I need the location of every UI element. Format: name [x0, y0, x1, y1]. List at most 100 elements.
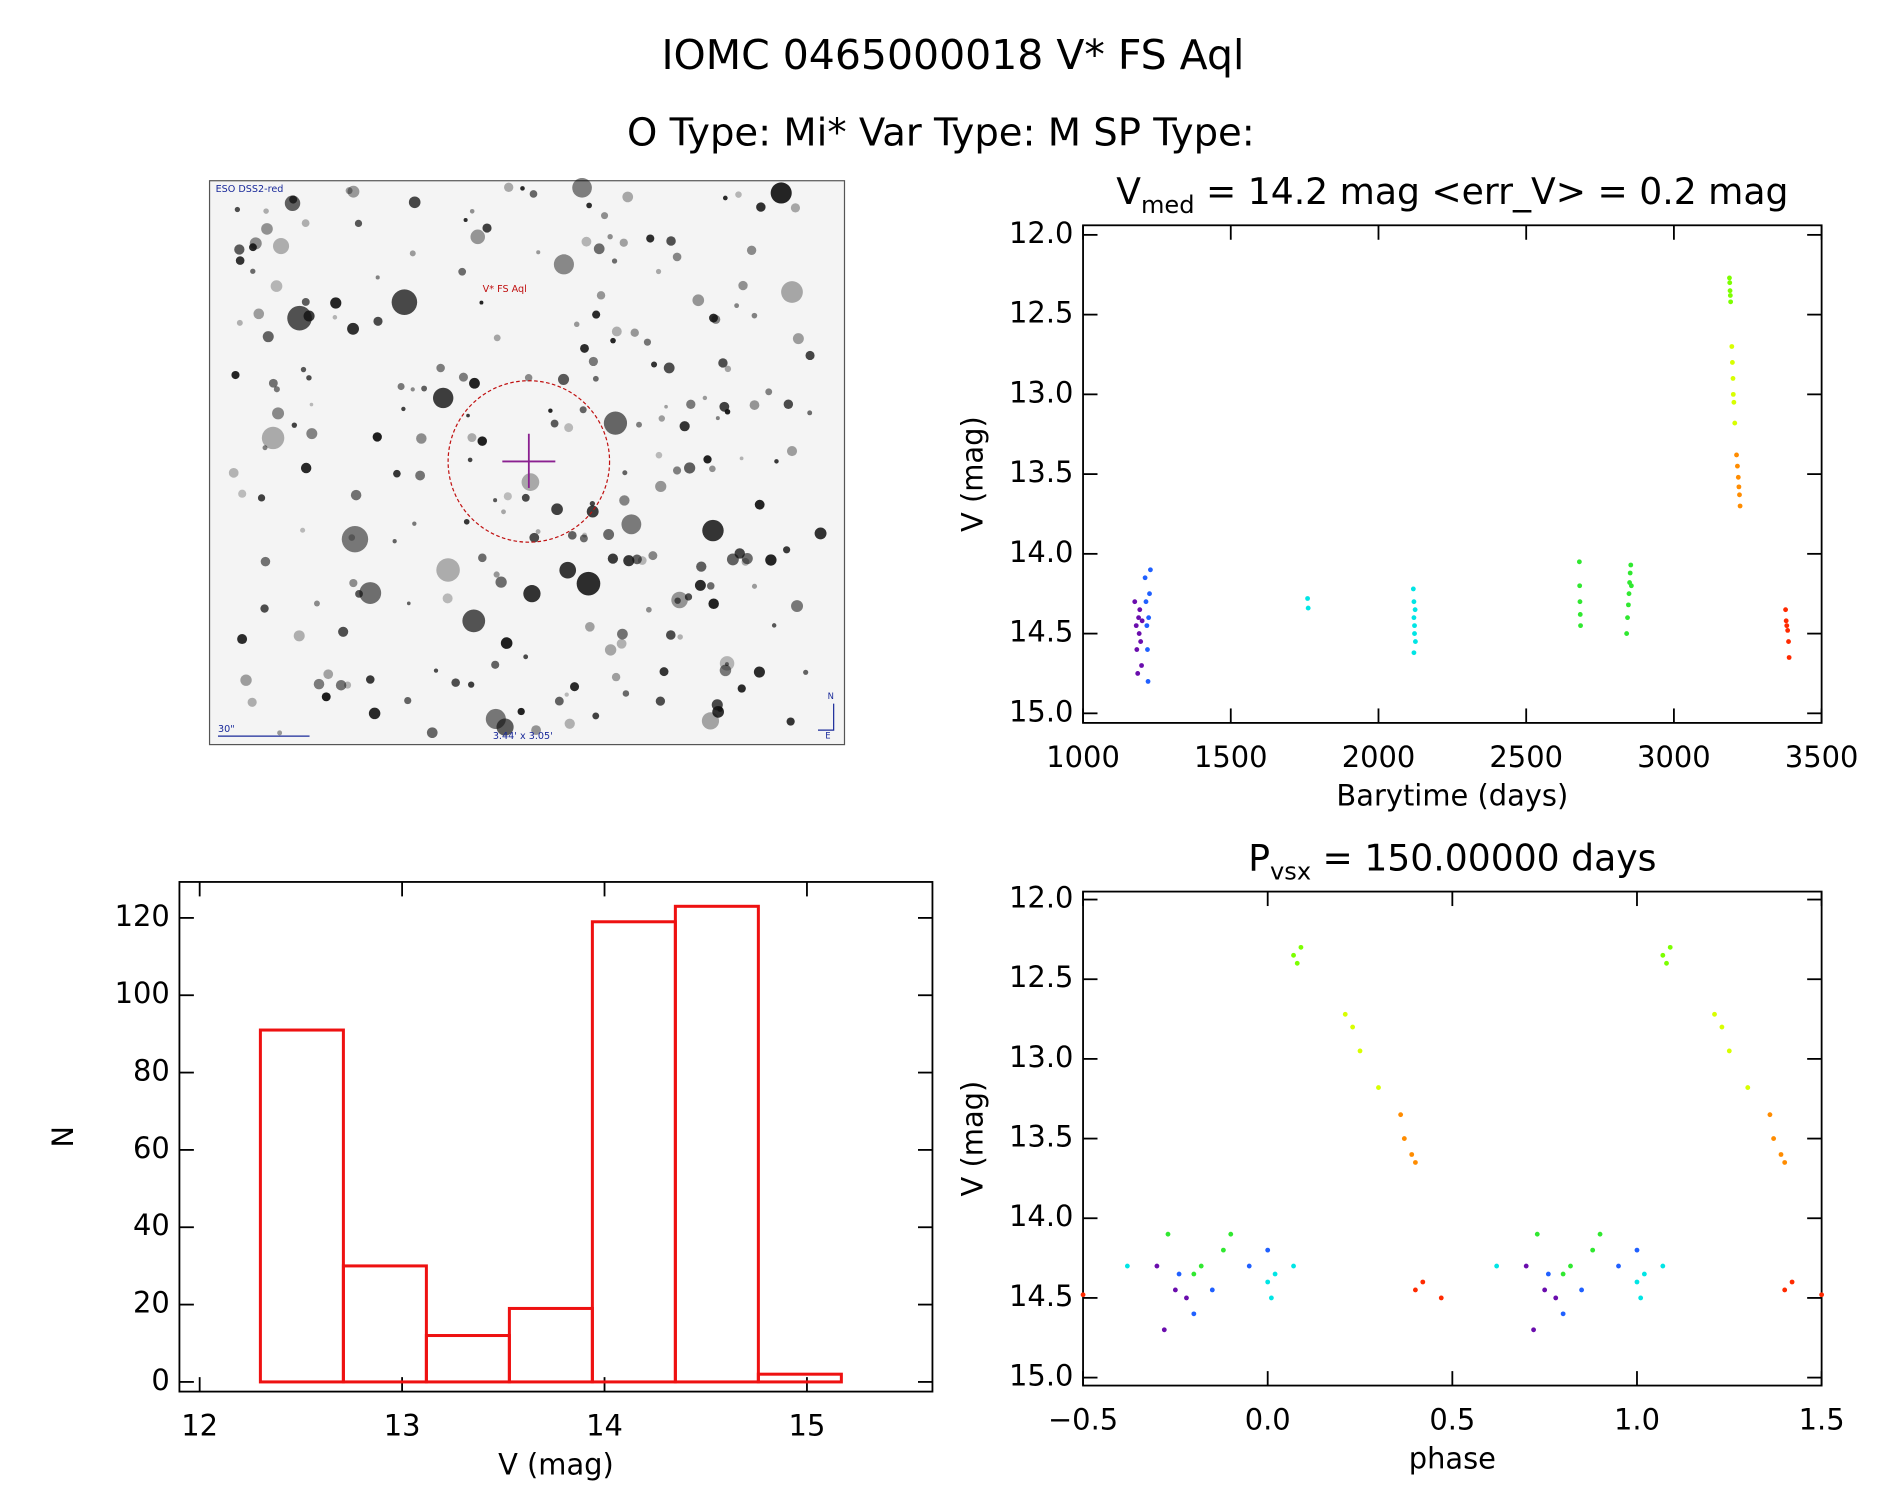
star	[463, 217, 468, 223]
star	[770, 182, 792, 204]
star	[432, 387, 454, 409]
star	[586, 202, 592, 209]
data-point	[1628, 583, 1634, 589]
star	[262, 331, 274, 343]
star	[611, 326, 622, 337]
data-point	[1785, 627, 1791, 633]
star	[781, 281, 803, 303]
star	[301, 297, 310, 306]
data-point	[1144, 623, 1150, 629]
star	[622, 470, 628, 476]
data-point	[1291, 1263, 1296, 1269]
data-point	[1634, 1279, 1640, 1285]
data-point	[1638, 1295, 1644, 1301]
data-point	[1412, 607, 1418, 613]
x-tick-label: 0.5	[1429, 1403, 1475, 1437]
x-tick-label: −0.5	[1048, 1403, 1118, 1437]
star	[663, 362, 675, 374]
x-tick-label: 3500	[1785, 740, 1859, 774]
star	[715, 416, 720, 421]
data-point	[1727, 288, 1733, 294]
star	[756, 202, 766, 212]
data-point	[1198, 1263, 1204, 1269]
star	[717, 706, 723, 712]
data-point	[1298, 944, 1304, 950]
star	[783, 399, 794, 409]
star	[323, 669, 334, 680]
y-axis-label: V (mag)	[956, 1081, 990, 1197]
data-point	[1727, 293, 1733, 298]
data-point	[1411, 615, 1417, 621]
star	[692, 294, 705, 307]
data-point	[1660, 1263, 1666, 1269]
data-point	[1148, 567, 1153, 573]
data-point	[1220, 1247, 1226, 1253]
data-point	[1413, 639, 1418, 644]
star	[783, 546, 791, 554]
data-point	[1146, 615, 1152, 621]
star	[468, 681, 475, 688]
data-point	[1664, 960, 1669, 966]
star	[677, 634, 683, 640]
y-tick-label: 15.0	[1009, 694, 1073, 728]
star	[603, 411, 628, 435]
data-point	[1531, 1327, 1536, 1333]
star	[335, 679, 347, 691]
data-point	[1641, 1271, 1647, 1277]
star	[672, 466, 682, 475]
star	[408, 196, 421, 209]
star	[521, 493, 530, 502]
star	[293, 630, 305, 642]
star	[469, 208, 475, 214]
star	[391, 289, 418, 315]
star	[586, 505, 599, 518]
data-point	[1726, 1048, 1732, 1054]
star	[592, 310, 601, 319]
image-frame	[208, 180, 846, 746]
star	[247, 697, 257, 707]
star	[593, 243, 605, 255]
x-tick-label: 15	[789, 1409, 826, 1443]
x-tick-label: 14	[586, 1409, 623, 1443]
data-point	[1712, 1011, 1717, 1017]
star	[436, 363, 445, 373]
star	[416, 433, 427, 444]
data-point	[1577, 599, 1583, 605]
data-point	[1133, 623, 1139, 629]
star	[655, 268, 662, 275]
star	[576, 571, 601, 596]
star	[646, 234, 655, 243]
data-point	[1727, 275, 1732, 281]
data-point	[1737, 503, 1743, 509]
x-tick-label: 1500	[1194, 740, 1268, 774]
data-point	[1625, 615, 1630, 621]
star	[393, 469, 401, 478]
data-point	[1789, 1279, 1795, 1285]
star	[592, 712, 600, 720]
data-point	[1438, 1295, 1444, 1301]
star	[684, 593, 693, 601]
data-point	[1545, 1271, 1551, 1277]
star	[679, 421, 690, 432]
star	[263, 208, 269, 214]
star	[503, 492, 512, 501]
star	[814, 527, 827, 540]
data-point	[1413, 1287, 1418, 1293]
data-point	[1265, 1247, 1271, 1253]
star	[467, 433, 477, 443]
star	[284, 195, 301, 211]
star	[648, 551, 658, 561]
data-point	[1568, 1263, 1573, 1269]
data-point	[1305, 596, 1310, 601]
star	[636, 421, 642, 428]
star	[520, 186, 525, 191]
x-tick-label: 1.5	[1799, 1403, 1845, 1437]
star	[646, 606, 652, 613]
histogram-bar	[424, 1334, 511, 1384]
data-point	[1534, 1231, 1540, 1237]
data-point	[1411, 650, 1417, 656]
finder-image: ESO DSS2-red V* FS Aql 30" 3.44' x 3.05'…	[208, 177, 846, 746]
data-point	[1376, 1085, 1381, 1090]
data-point	[1735, 463, 1740, 469]
star	[349, 578, 358, 588]
